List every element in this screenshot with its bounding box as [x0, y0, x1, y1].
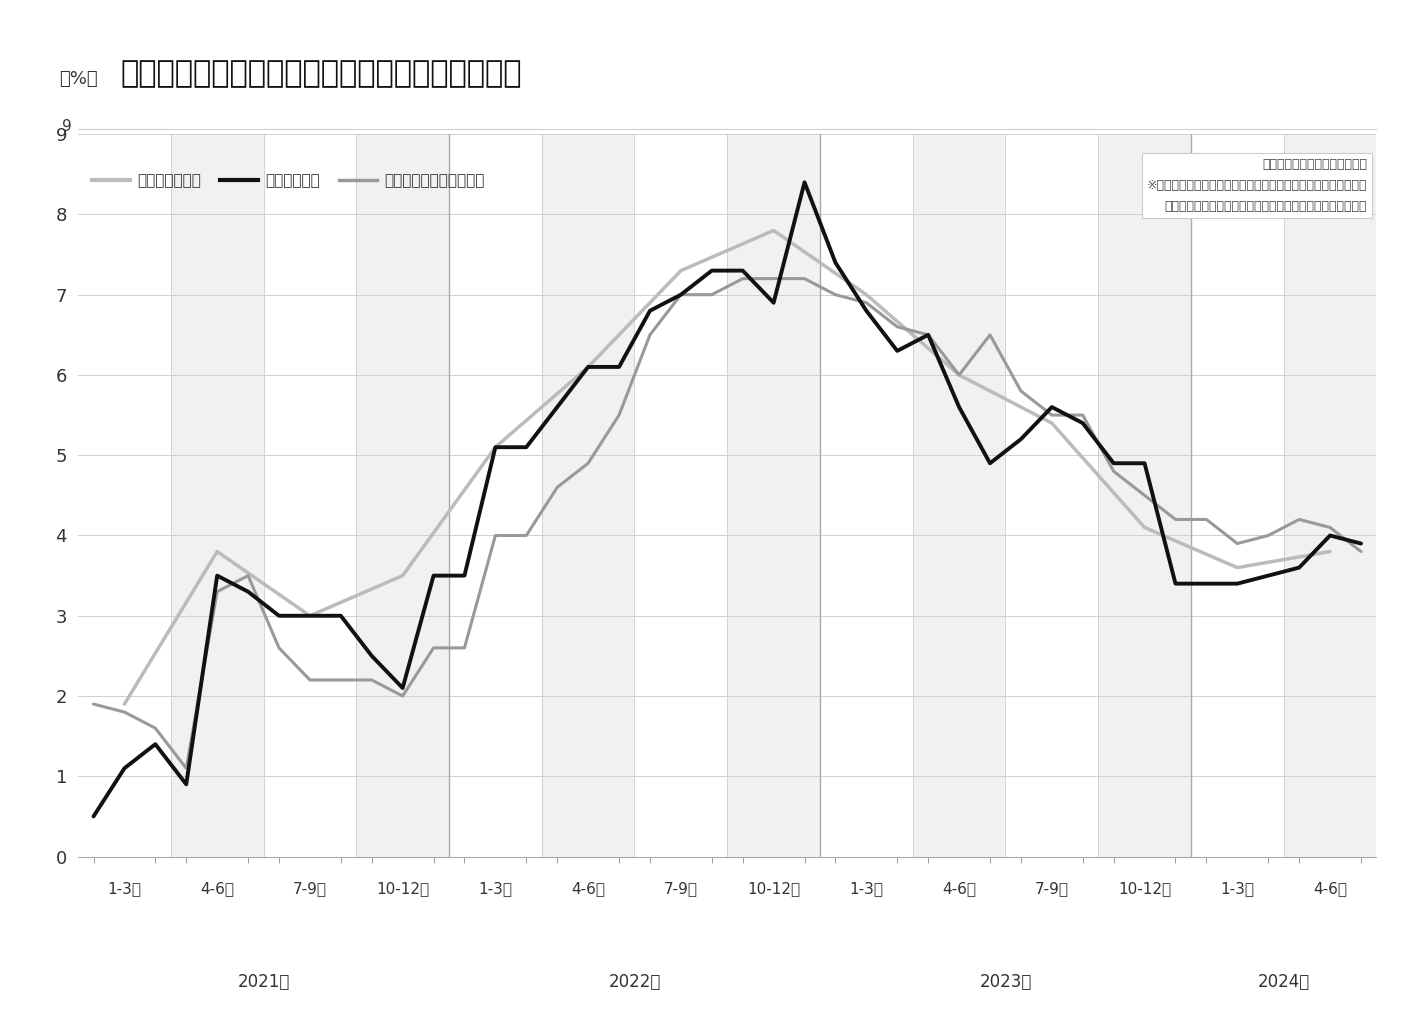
- Text: （%）: （%）: [60, 70, 98, 88]
- Text: 2024年: 2024年: [1257, 973, 1310, 991]
- Text: データ：オーストラリア統計局
※月次は前年同月比。四半期は前年同期比。コアー休暇旅行は、
　果物、野菜、ガソリン、休暇旅行の料金を差し引いた指数: データ：オーストラリア統計局 ※月次は前年同月比。四半期は前年同期比。コアー休暇…: [1147, 158, 1366, 214]
- Text: オーストラリアの消費者物価指数の伸び率の推移: オーストラリアの消費者物価指数の伸び率の推移: [121, 59, 522, 88]
- Text: 2023年: 2023年: [979, 973, 1032, 991]
- Bar: [356, 134, 448, 857]
- Bar: [170, 134, 264, 857]
- Bar: [727, 134, 820, 857]
- Text: 2021年: 2021年: [237, 973, 289, 991]
- Bar: [1284, 134, 1376, 857]
- Bar: [912, 134, 1006, 857]
- Legend: 総合（四半期）, 総合（月次）, コアー休暇旅行（月次）: 総合（四半期）, 総合（月次）, コアー休暇旅行（月次）: [85, 167, 491, 194]
- Bar: [1098, 134, 1191, 857]
- Text: 2022年: 2022年: [609, 973, 661, 991]
- Bar: [542, 134, 634, 857]
- Text: 9: 9: [62, 119, 72, 134]
